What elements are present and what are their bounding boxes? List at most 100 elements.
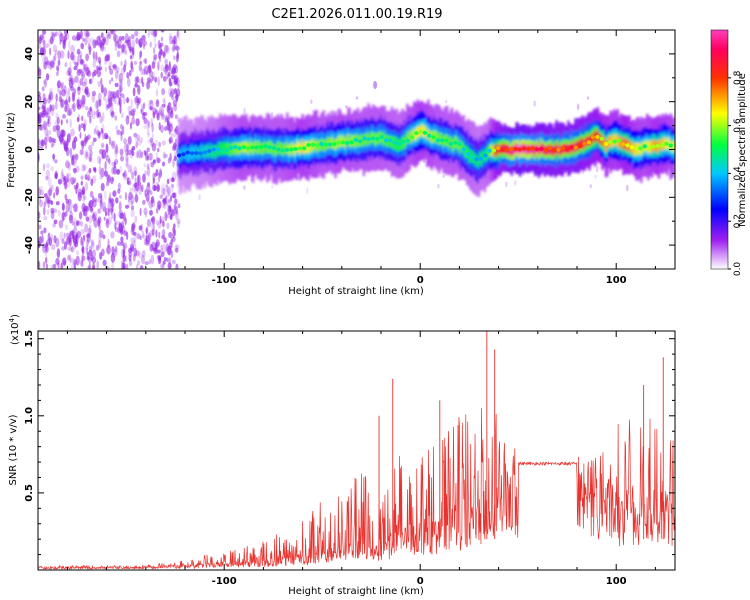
noise-speckle: [57, 178, 63, 185]
noise-speckle: [47, 129, 52, 136]
noise-speckle: [65, 98, 68, 108]
ridge-peak: [267, 145, 272, 150]
noise-speckle: [39, 46, 44, 56]
noise-speckle: [43, 216, 48, 221]
noise-speckle: [71, 35, 77, 41]
noise-speckle: [64, 62, 68, 68]
noise-speckle: [130, 200, 133, 206]
snr-frame: [37, 330, 676, 571]
ridge-peak: [245, 146, 251, 151]
noise-speckle: [133, 247, 137, 257]
noise-speckle: [271, 185, 274, 189]
noise-speckle: [88, 224, 92, 235]
ridge-peak: [517, 147, 522, 152]
ridge-peak: [586, 140, 591, 145]
noise-speckle: [114, 247, 118, 256]
noise-speckle: [171, 208, 175, 216]
noise-speckle: [62, 257, 67, 266]
noise-speckle: [143, 124, 148, 129]
ridge-peak: [371, 136, 376, 141]
noise-speckle: [103, 170, 108, 177]
noise-speckle: [131, 34, 135, 40]
noise-speckle: [116, 129, 121, 136]
ridge-peak: [577, 144, 583, 148]
noise-speckle: [81, 94, 86, 105]
ridge-peak: [573, 145, 578, 150]
snr-line: [38, 407, 675, 570]
noise-speckle: [124, 217, 127, 226]
noise-speckle: [45, 242, 48, 252]
ridge-peak: [241, 145, 246, 150]
noise-speckle: [74, 177, 77, 183]
noise-speckle: [70, 128, 75, 137]
noise-speckle: [158, 204, 161, 211]
x-axis-ticks-snr: -100 0 100: [66, 331, 656, 587]
noise-speckle: [63, 85, 67, 94]
ridge-peak: [487, 148, 492, 153]
noise-speckle: [174, 87, 178, 94]
noise-speckle: [150, 254, 155, 265]
noise-speckle: [109, 68, 114, 75]
noise-speckle: [85, 181, 88, 191]
noise-speckle: [127, 180, 132, 186]
noise-speckle: [64, 241, 67, 250]
noise-speckle: [161, 183, 165, 190]
noise-speckle: [533, 100, 536, 107]
noise-speckle: [52, 153, 55, 162]
noise-speckle: [89, 156, 92, 162]
noise-speckle: [86, 70, 92, 77]
noise-speckle: [84, 208, 88, 217]
colorbar-tick-label: 0.2: [733, 214, 743, 228]
noise-speckle: [135, 95, 139, 103]
noise-speckle: [135, 250, 140, 257]
ridge-peak: [189, 151, 195, 156]
ridge-peak: [396, 142, 402, 146]
noise-speckle: [71, 103, 75, 110]
noise-speckle: [98, 99, 102, 107]
noise-speckle: [51, 31, 55, 42]
x-axis-ticks: -100 0 100: [66, 30, 656, 286]
ridge-peak: [612, 139, 617, 144]
noise-speckle: [64, 99, 68, 105]
noise-speckle: [44, 78, 47, 88]
y-multiplier: (x104): [8, 314, 21, 345]
noise-speckle: [152, 177, 155, 184]
noise-speckle: [113, 32, 117, 42]
noise-speckle: [112, 92, 116, 99]
noise-speckle: [112, 30, 118, 33]
noise-speckle: [38, 188, 42, 197]
noise-speckle: [45, 263, 49, 269]
noise-speckle: [77, 188, 82, 198]
noise-speckle: [106, 217, 109, 225]
noise-speckle: [84, 223, 88, 233]
noise-speckle: [159, 168, 162, 179]
noise-speckle: [107, 216, 112, 225]
noise-speckle: [73, 65, 78, 71]
noise-speckle: [137, 97, 142, 104]
noise-speckle: [91, 256, 97, 264]
ridge-peak: [392, 140, 397, 145]
noise-speckle: [130, 169, 133, 175]
noise-speckle: [56, 248, 61, 259]
noise-speckle: [89, 245, 93, 252]
ridge-peak: [254, 145, 259, 150]
colorbar-label: Normalized spectral amplitude: [737, 73, 748, 227]
noise-speckle: [86, 37, 91, 44]
noise-speckle: [127, 39, 131, 49]
noise-speckle: [82, 245, 85, 255]
noise-speckle: [130, 205, 135, 211]
noise-speckle: [118, 35, 122, 42]
noise-speckle: [65, 160, 70, 169]
noise-speckle: [120, 131, 123, 142]
noise-speckle: [91, 210, 95, 219]
ridge-peak: [526, 146, 531, 151]
noise-speckle: [38, 139, 42, 149]
noise-speckle: [121, 260, 124, 265]
noise-speckle: [134, 76, 139, 84]
noise-speckle: [72, 154, 77, 164]
noise-speckle: [127, 135, 132, 145]
noise-speckle: [139, 264, 144, 269]
noise-speckle: [150, 198, 156, 208]
noise-speckle: [170, 75, 176, 80]
ridge-cell: [404, 136, 408, 149]
